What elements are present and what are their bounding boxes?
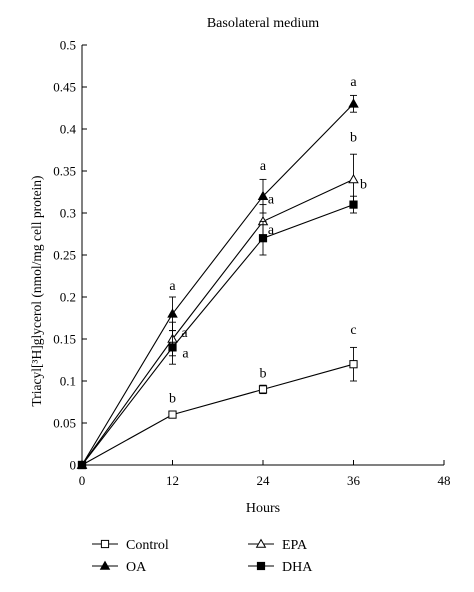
significance-letter-control: c <box>350 323 356 338</box>
x-tick-label: 48 <box>438 473 451 488</box>
point-oa <box>348 98 359 108</box>
series-line-control <box>81 363 354 466</box>
significance-letter-dha: b <box>360 178 367 193</box>
legend-item-oa: OA <box>92 560 147 575</box>
significance-letter-oa: a <box>169 279 176 294</box>
point-dha <box>349 200 358 209</box>
point-epa <box>348 173 359 184</box>
y-tick-label: 0.1 <box>60 374 76 389</box>
x-tick-label: 0 <box>79 473 86 488</box>
point-control <box>168 410 177 419</box>
y-axis-label: Triacyl[³H]glycerol (nmol/mg cell protei… <box>29 175 44 406</box>
y-tick-label: 0.5 <box>60 38 76 53</box>
series-line-epa <box>81 178 354 466</box>
y-tick-label: 0.45 <box>53 80 76 95</box>
significance-letter-control: b <box>169 392 176 407</box>
x-tick-label: 24 <box>257 473 271 488</box>
y-tick-label: 0.35 <box>53 164 76 179</box>
legend-label-oa: OA <box>126 560 147 575</box>
significance-letter-dha: a <box>182 346 189 361</box>
legend-label-dha: DHA <box>282 560 313 575</box>
y-tick-label: 0.05 <box>53 416 76 431</box>
point-control <box>258 385 268 394</box>
significance-letter-oa: a <box>260 159 267 174</box>
significance-letter-epa: b <box>350 130 357 145</box>
point-dha <box>168 343 177 352</box>
plot-area: 0 0.05 0.1 0.15 0.2 0.25 0.3 0.35 0.4 0.45 0.5 0 12 2… <box>53 38 450 489</box>
significance-letter-epa: a <box>268 192 275 207</box>
legend-label-epa: EPA <box>282 538 308 553</box>
point-dha <box>77 460 87 470</box>
point-control <box>349 360 358 369</box>
significance-letter-oa: a <box>350 75 357 90</box>
legend-marker-dha <box>256 561 266 571</box>
legend-marker-control <box>100 539 110 549</box>
chart-title: Basolateral medium <box>207 16 319 31</box>
legend-item-epa: EPA <box>248 538 308 553</box>
y-tick-label: 0.4 <box>60 122 77 137</box>
legend-marker-epa <box>255 538 267 548</box>
point-dha <box>258 234 268 243</box>
x-tick-label: 12 <box>166 473 179 488</box>
y-tick-label: 0.3 <box>60 206 76 221</box>
legend: Control EPA OA DHA <box>92 538 313 575</box>
legend-item-control: Control <box>92 538 169 553</box>
y-tick-label: 0.2 <box>60 290 76 305</box>
point-oa <box>167 308 178 318</box>
legend-marker-oa <box>99 560 111 570</box>
significance-letter-control: b <box>260 366 267 381</box>
series-line-dha <box>81 204 354 466</box>
legend-item-dha: DHA <box>248 560 313 575</box>
point-oa <box>257 190 269 200</box>
y-tick-label: 0.15 <box>53 332 76 347</box>
legend-label-control: Control <box>126 538 169 553</box>
x-tick-label: 36 <box>347 473 361 488</box>
y-tick-label: 0 <box>70 458 77 473</box>
x-axis-label: Hours <box>246 501 280 516</box>
series-line-oa <box>81 103 354 466</box>
significance-letter-epa: a <box>181 326 188 341</box>
y-tick-label: 0.25 <box>53 248 76 263</box>
significance-letter-dha: a <box>268 223 275 238</box>
